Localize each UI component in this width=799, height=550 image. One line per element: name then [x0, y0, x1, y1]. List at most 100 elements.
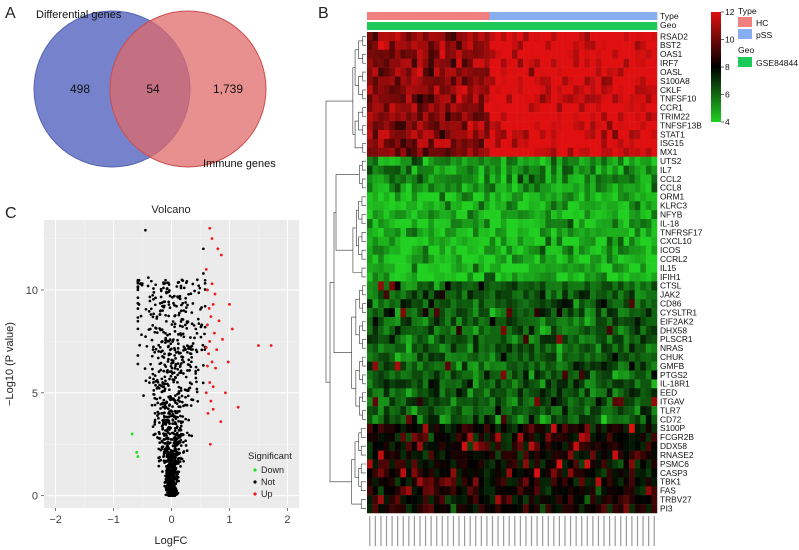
annotation-geo-cell — [606, 22, 613, 30]
heatmap-cell — [378, 477, 384, 487]
heatmap-gene-label: CD72 — [660, 414, 682, 424]
heatmap-cell — [411, 281, 418, 291]
volcano-point-not — [158, 313, 162, 316]
heatmap-cell — [484, 432, 490, 442]
heatmap-cell — [573, 245, 580, 255]
heatmap-cell — [378, 227, 384, 238]
heatmap-cell — [590, 290, 596, 300]
heatmap-cell — [378, 317, 384, 327]
volcano-point-not — [138, 343, 142, 347]
volcano-point-not — [195, 278, 199, 282]
heatmap-cell — [640, 334, 647, 345]
volcano-point-up — [206, 411, 210, 415]
volcano-point-not — [173, 466, 177, 469]
heatmap-cell — [523, 361, 529, 371]
heatmap-cell — [461, 495, 468, 505]
heatmap-cell — [551, 112, 557, 122]
heatmap-cell — [378, 165, 384, 175]
heatmap-cell — [461, 379, 468, 389]
heatmap-cell — [367, 67, 373, 77]
heatmap-cell — [489, 210, 496, 220]
volcano-point-not — [174, 376, 178, 380]
volcano-point-not — [164, 464, 168, 468]
heatmap-cell — [478, 272, 485, 282]
heatmap-cell — [461, 370, 468, 380]
volcano-point-not — [176, 295, 179, 298]
volcano-point-not — [179, 362, 183, 365]
heatmap-cell — [484, 459, 490, 469]
heatmap-cell — [422, 245, 429, 255]
heatmap-cell — [617, 210, 624, 220]
heatmap-cell — [534, 406, 541, 416]
heatmap-cell — [372, 40, 379, 51]
heatmap-cell — [584, 423, 591, 434]
heatmap-cell — [578, 183, 585, 193]
volcano-point-not — [164, 488, 168, 492]
heatmap-cell — [617, 495, 624, 505]
heatmap-cell — [517, 317, 524, 327]
heatmap-cell — [556, 183, 563, 193]
heatmap-cell — [411, 210, 418, 220]
heatmap-cell — [528, 432, 535, 442]
heatmap-cell — [606, 281, 613, 291]
heatmap-cell — [634, 504, 641, 514]
heatmap-cell — [523, 245, 529, 255]
legend-type-pss-swatch — [738, 29, 752, 39]
heatmap-cell — [556, 147, 563, 157]
heatmap-cell — [556, 94, 563, 104]
heatmap-cell — [456, 210, 463, 220]
heatmap-cell — [439, 495, 446, 505]
heatmap-cell — [651, 165, 658, 175]
heatmap-cell — [467, 32, 474, 42]
heatmap-cell — [517, 49, 524, 59]
heatmap-sample-label — [452, 516, 455, 546]
heatmap-gene-label: CXCL10 — [660, 236, 692, 246]
volcano-point-not — [179, 464, 182, 468]
heatmap-cell — [539, 486, 546, 496]
heatmap-cells — [367, 32, 658, 514]
volcano-point-not — [139, 314, 143, 318]
heatmap-cell — [623, 192, 630, 202]
heatmap-gene-label: TRBV27 — [660, 494, 692, 504]
heatmap-cell — [489, 290, 496, 300]
heatmap-cell — [378, 67, 384, 77]
heatmap-cell — [606, 103, 613, 113]
heatmap-cell — [640, 486, 647, 496]
heatmap-cell — [467, 165, 474, 175]
heatmap-cell — [584, 415, 591, 425]
heatmap-cell — [495, 299, 502, 309]
heatmap-cell — [651, 343, 658, 353]
heatmap-cell — [472, 76, 479, 86]
heatmap-cell — [645, 67, 652, 77]
heatmap-cell — [445, 495, 451, 505]
heatmap-cell — [645, 121, 652, 131]
heatmap-cell — [512, 477, 518, 487]
heatmap-gene-label: EIF2AK2 — [660, 316, 694, 326]
heatmap-cell — [606, 299, 613, 309]
heatmap-cell — [389, 165, 396, 175]
heatmap-cell — [461, 245, 468, 255]
heatmap-cell — [472, 379, 479, 389]
heatmap-cell — [523, 468, 529, 478]
volcano-point-not — [171, 320, 175, 323]
heatmap-cell — [623, 147, 630, 157]
heatmap-cell — [478, 236, 485, 247]
volcano-point-not — [178, 400, 182, 403]
volcano-point-not — [169, 468, 173, 472]
heatmap-cell — [372, 183, 379, 193]
volcano-point-not — [136, 362, 140, 366]
heatmap-cell — [528, 49, 535, 59]
heatmap-cell — [417, 227, 424, 238]
heatmap-cell — [590, 85, 596, 95]
heatmap-cell — [422, 325, 429, 336]
heatmap-cell — [422, 477, 429, 487]
heatmap-cell — [590, 121, 596, 131]
heatmap-cell — [528, 192, 535, 202]
heatmap-cell — [512, 94, 518, 104]
heatmap-cell — [428, 299, 435, 309]
heatmap-cell — [450, 406, 457, 416]
heatmap-cell — [578, 227, 585, 238]
heatmap-cell — [422, 397, 429, 407]
heatmap-cell — [534, 495, 541, 505]
